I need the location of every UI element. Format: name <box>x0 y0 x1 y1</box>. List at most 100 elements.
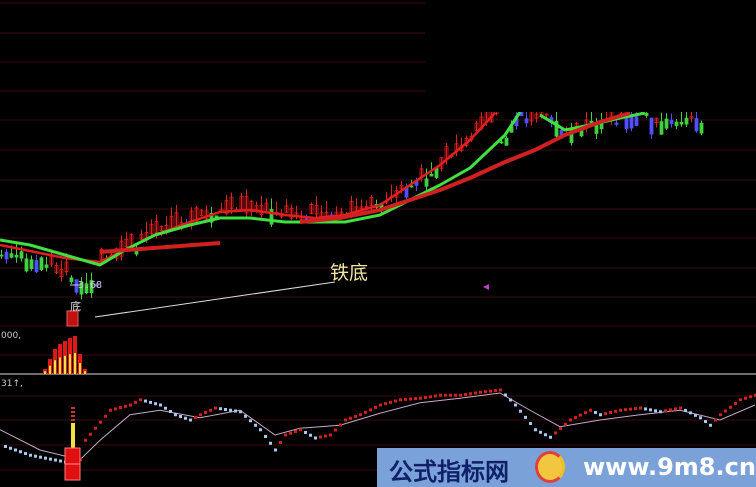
kdj-k-point <box>564 422 567 426</box>
candle-body <box>209 213 214 223</box>
kdj-k-point <box>704 420 707 423</box>
kdj-k-point <box>14 448 17 452</box>
kdj-k-point <box>199 413 202 417</box>
kdj-k-point <box>124 404 127 408</box>
kdj-k-point <box>9 446 12 450</box>
kdj-k-point <box>604 412 607 416</box>
kdj-k-point <box>754 393 756 397</box>
candle-body <box>4 251 9 260</box>
kdj-k-point <box>289 431 292 435</box>
kdj-k-point <box>394 399 397 403</box>
volume-bar-inner <box>64 355 66 374</box>
watermark-banner: 公式指标网 www.9m8.cn <box>377 448 756 487</box>
kdj-k-point <box>269 441 272 445</box>
kdj-k-point <box>54 458 57 462</box>
kdj-k-point <box>589 408 592 412</box>
kdj-k-point <box>489 389 492 393</box>
kdj-k-point <box>659 410 662 414</box>
kdj-k-point <box>139 398 142 402</box>
candle-body <box>124 238 129 247</box>
candle-body <box>44 264 49 268</box>
candle-body <box>424 178 429 187</box>
kdj-k-point <box>509 398 512 402</box>
candle-body <box>139 234 144 240</box>
volume-bar-inner <box>69 354 71 374</box>
kdj-k-point <box>584 411 587 415</box>
kdj-k-point <box>519 409 522 413</box>
volume-bar-inner <box>74 353 76 374</box>
kdj-k-point <box>484 390 487 394</box>
candle-body <box>259 205 264 215</box>
kdj-k-point <box>674 407 677 411</box>
kdj-k-point <box>504 393 507 397</box>
kdj-k-point <box>149 400 152 404</box>
kdj-k-point <box>189 418 192 422</box>
kdj-signal-dot <box>71 419 75 421</box>
volume-bar-inner <box>44 371 46 374</box>
volume-bar-inner <box>59 357 61 374</box>
candle-body <box>244 196 249 214</box>
kdj-k-point <box>89 432 92 436</box>
candle-body <box>314 204 319 215</box>
kdj-k-point <box>469 392 472 396</box>
kdj-k-point <box>99 420 102 424</box>
kdj-k-point <box>224 408 227 411</box>
kdj-k-point <box>324 434 327 438</box>
kdj-k-point <box>709 423 712 427</box>
volume-bar-inner <box>54 360 56 374</box>
kdj-k-point <box>344 418 347 422</box>
kdj-k-point <box>34 454 37 458</box>
candle-body <box>54 265 59 273</box>
kdj-k-point <box>374 405 377 409</box>
candle-body <box>664 118 669 129</box>
kdj-k-point <box>249 419 252 423</box>
kdj-k-point <box>299 428 302 432</box>
candle-body <box>154 220 159 234</box>
kdj-k-point <box>549 435 552 439</box>
low-price-label: 3.68 <box>78 280 103 291</box>
kdj-k-point <box>449 393 452 397</box>
watermark-logo-icon <box>535 451 565 483</box>
candle-body <box>649 117 654 135</box>
candle-body <box>24 258 29 272</box>
candle-body <box>474 122 479 132</box>
candle-body <box>14 254 19 258</box>
kdj-k-point <box>264 435 267 438</box>
candle-body <box>94 283 99 287</box>
annotation-pointer-line <box>94 281 336 318</box>
kdj-k-point <box>434 394 437 398</box>
arrow-left-icon <box>483 284 489 290</box>
kdj-k-point <box>29 453 32 457</box>
kdj-k-point <box>644 407 647 411</box>
candle-body <box>659 121 664 135</box>
kdj-k-point <box>49 457 52 461</box>
kdj-k-point <box>464 393 467 396</box>
kdj-k-point <box>724 409 727 413</box>
indicator-panel-label: 31↑, <box>1 379 23 389</box>
kdj-k-point <box>244 414 247 418</box>
candle-body <box>74 279 79 293</box>
kdj-k-point <box>579 413 582 417</box>
kdj-k-point <box>429 395 432 399</box>
kdj-k-point <box>424 396 427 399</box>
kdj-k-point <box>339 423 342 427</box>
ma-long-line <box>299 111 631 224</box>
candle-body <box>399 185 404 190</box>
kdj-k-point <box>639 406 642 410</box>
kdj-k-point <box>689 411 692 415</box>
watermark-url: www.9m8.cn <box>583 453 756 481</box>
kdj-k-point <box>39 455 42 459</box>
kdj-k-point <box>369 408 372 412</box>
kdj-k-point <box>679 406 682 410</box>
candle-body <box>684 117 689 125</box>
kdj-k-point <box>524 415 527 419</box>
kdj-k-point <box>134 400 137 404</box>
kdj-k-point <box>534 428 537 432</box>
kdj-k-point <box>409 397 412 401</box>
kdj-k-point <box>44 456 47 460</box>
candle-body <box>669 119 674 125</box>
volume-bar-inner <box>84 371 86 374</box>
kdj-k-point <box>574 416 577 420</box>
candle-body <box>69 277 74 283</box>
kdj-signal-bar <box>71 423 75 448</box>
